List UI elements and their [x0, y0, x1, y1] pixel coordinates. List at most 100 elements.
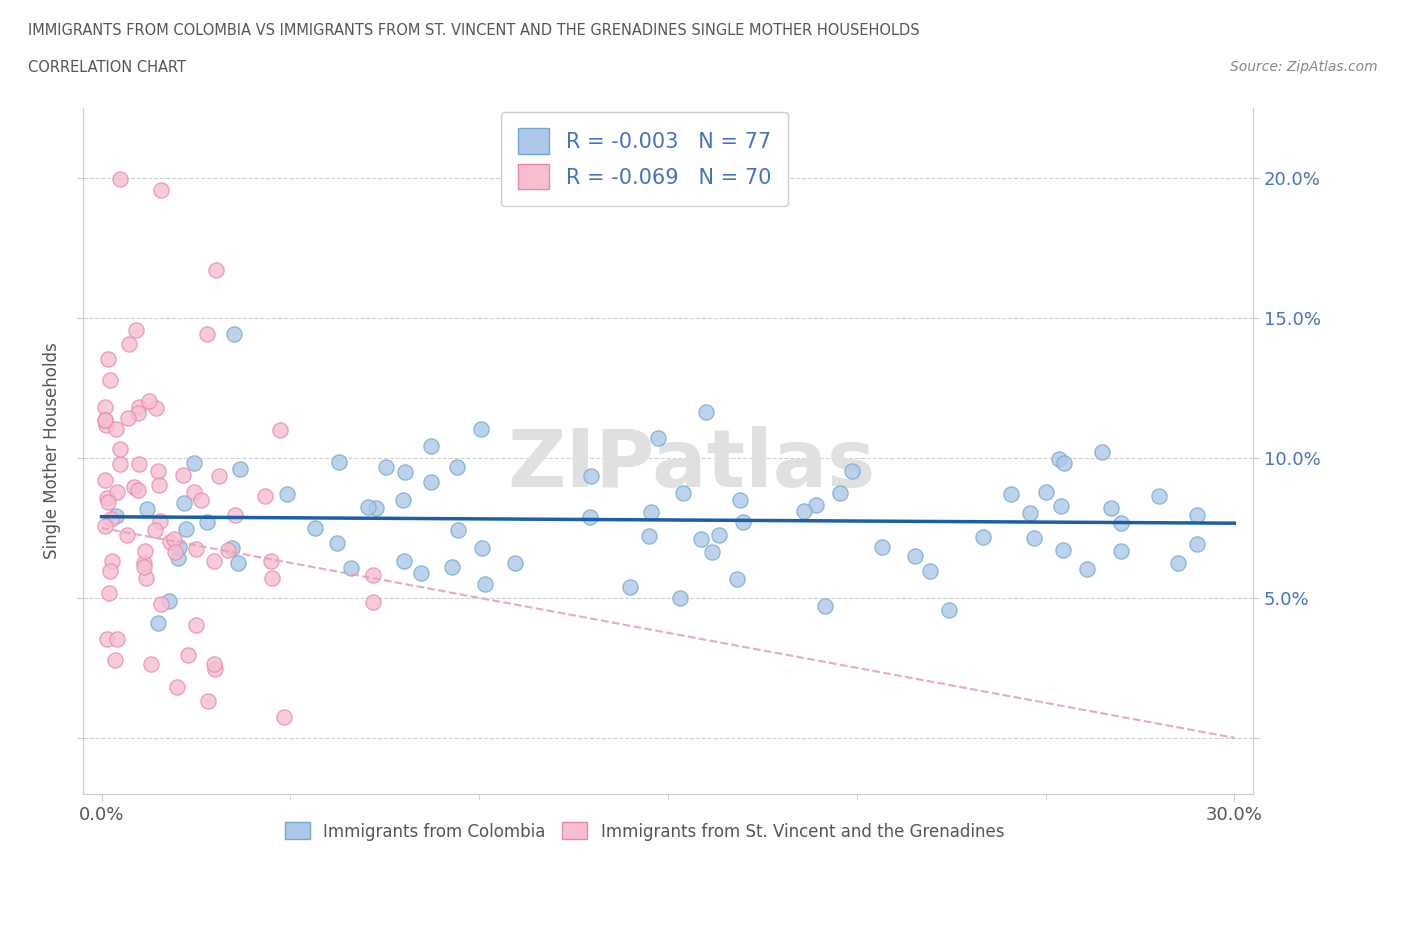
Point [700, 544, 723, 559]
Point [183, 456, 205, 471]
Point [195, 326, 218, 341]
Point [146, 464, 169, 479]
Point [1052, 542, 1074, 557]
Point [218, 543, 240, 558]
Point [141, 656, 163, 671]
Point [202, 554, 225, 569]
Point [647, 431, 669, 445]
Point [105, 509, 128, 524]
Point [96, 418, 118, 432]
Point [94, 472, 117, 487]
Point [228, 555, 250, 570]
Point [409, 565, 432, 580]
Point [503, 555, 526, 570]
Point [392, 492, 415, 507]
Text: Source: ZipAtlas.com: Source: ZipAtlas.com [1230, 60, 1378, 74]
Point [97, 585, 120, 600]
Point [100, 512, 122, 526]
Point [841, 463, 863, 478]
Point [104, 652, 127, 667]
Point [1185, 508, 1208, 523]
Point [224, 508, 246, 523]
Point [709, 527, 731, 542]
Point [118, 337, 141, 352]
Point [224, 326, 246, 341]
Point [1035, 485, 1057, 499]
Point [695, 405, 717, 419]
Point [471, 540, 494, 555]
Point [870, 540, 893, 555]
Point [640, 505, 662, 520]
Point [94, 400, 117, 415]
Point [1047, 452, 1070, 467]
Point [134, 556, 156, 571]
Point [1091, 445, 1114, 459]
Point [100, 554, 122, 569]
Point [136, 502, 159, 517]
Text: CORRELATION CHART: CORRELATION CHART [28, 60, 186, 75]
Legend: Immigrants from Colombia, Immigrants from St. Vincent and the Grenadines: Immigrants from Colombia, Immigrants fro… [278, 816, 1011, 847]
Point [259, 553, 281, 568]
Point [143, 523, 166, 538]
Point [97, 352, 120, 366]
Point [813, 598, 835, 613]
Point [474, 577, 496, 591]
Point [1076, 562, 1098, 577]
Point [162, 531, 184, 546]
Point [176, 648, 198, 663]
Point [205, 263, 228, 278]
Point [1147, 489, 1170, 504]
Point [938, 603, 960, 618]
Point [94, 412, 117, 427]
Y-axis label: Single Mother Households: Single Mother Households [44, 342, 60, 559]
Point [148, 513, 170, 528]
Point [167, 551, 190, 565]
Point [127, 405, 149, 420]
Point [1049, 498, 1071, 513]
Point [132, 559, 155, 574]
Point [1022, 530, 1045, 545]
Point [96, 491, 118, 506]
Point [619, 579, 641, 594]
Point [108, 442, 131, 457]
Point [190, 493, 212, 508]
Point [339, 561, 361, 576]
Point [638, 528, 661, 543]
Point [204, 662, 226, 677]
Point [689, 531, 711, 546]
Point [806, 498, 828, 512]
Point [134, 544, 156, 559]
Point [273, 710, 295, 724]
Point [221, 540, 243, 555]
Point [276, 486, 298, 501]
Point [127, 483, 149, 498]
Point [904, 549, 927, 564]
Point [148, 616, 170, 631]
Point [167, 539, 190, 554]
Point [793, 503, 815, 518]
Point [972, 529, 994, 544]
Point [328, 454, 350, 469]
Point [96, 631, 118, 646]
Point [1053, 456, 1076, 471]
Point [135, 571, 157, 586]
Point [440, 560, 463, 575]
Point [394, 465, 416, 480]
Point [363, 595, 385, 610]
Point [166, 679, 188, 694]
Point [394, 553, 416, 568]
Point [108, 172, 131, 187]
Point [149, 596, 172, 611]
Point [304, 521, 326, 536]
Point [364, 500, 387, 515]
Point [104, 421, 127, 436]
Point [254, 489, 277, 504]
Point [1167, 556, 1189, 571]
Point [105, 485, 128, 499]
Point [375, 459, 398, 474]
Point [149, 182, 172, 197]
Point [1109, 515, 1132, 530]
Point [733, 515, 755, 530]
Point [325, 536, 347, 551]
Point [725, 571, 748, 586]
